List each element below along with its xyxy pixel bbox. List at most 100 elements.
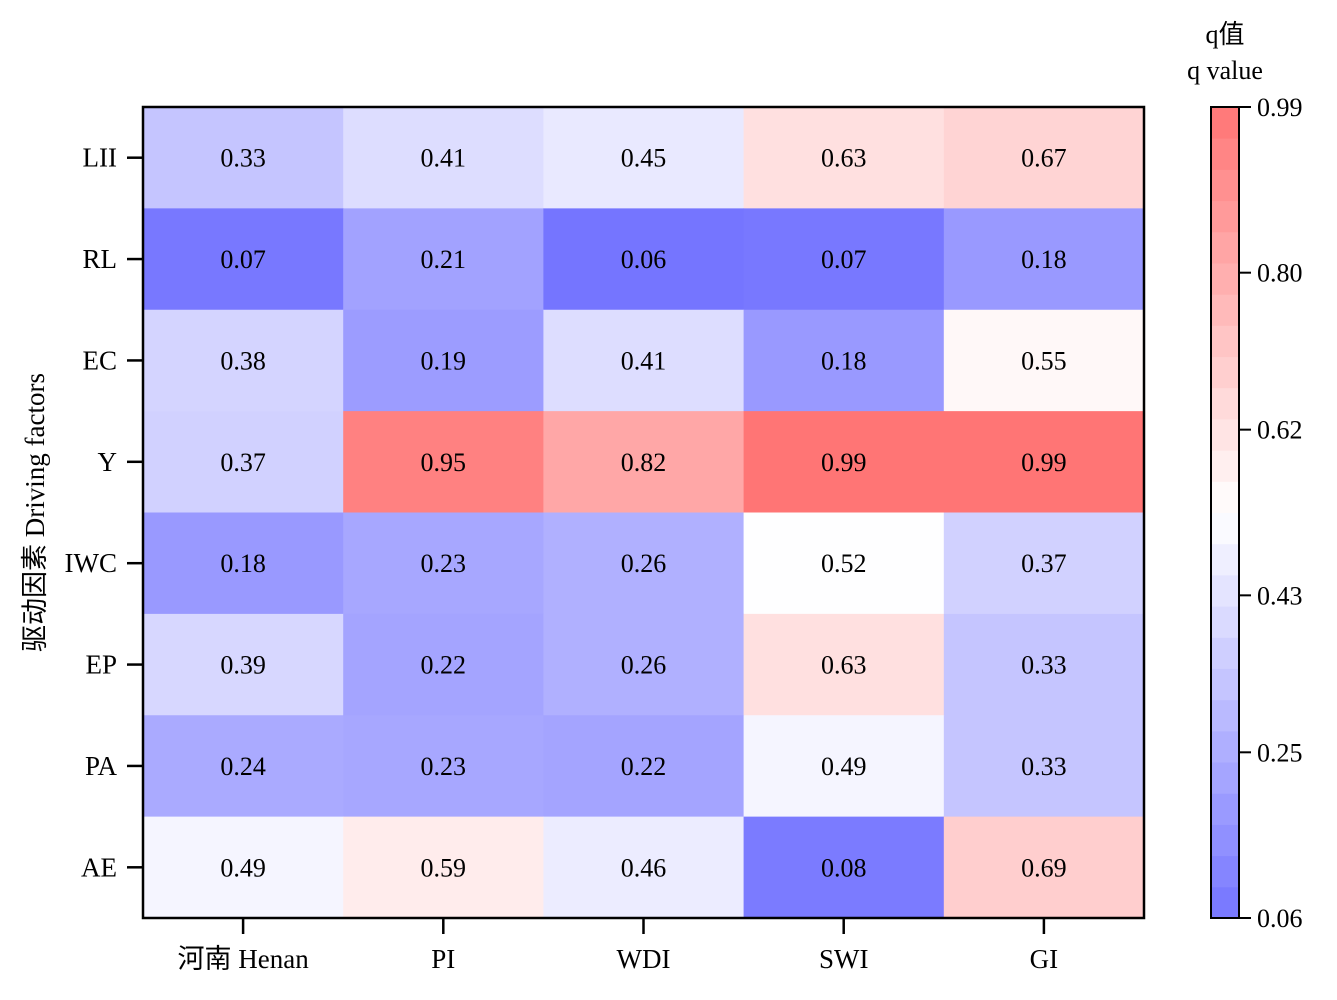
cell-value-label: 0.45 <box>621 144 667 173</box>
colorbar-step <box>1211 356 1239 389</box>
cell-value-label: 0.37 <box>220 448 266 477</box>
heatmap-cell <box>743 309 945 412</box>
colorbar-step <box>1211 543 1239 576</box>
colorbar-step <box>1211 169 1239 202</box>
cell-value-label: 0.33 <box>1021 651 1067 680</box>
heatmap-cell <box>943 208 1145 311</box>
cell-value-label: 0.67 <box>1021 144 1067 173</box>
heatmap-cell <box>743 512 945 615</box>
heatmap-cell <box>343 208 544 311</box>
heatmap-cell <box>143 208 344 311</box>
cell-value-label: 0.23 <box>421 549 467 578</box>
heatmap-cell <box>543 512 745 615</box>
y-tick-label: RL <box>82 244 117 274</box>
heatmap-cell <box>943 107 1145 209</box>
heatmap-cell <box>343 512 544 615</box>
x-tick-label: WDI <box>617 944 671 974</box>
cell-value-label: 0.23 <box>421 752 467 781</box>
cell-value-label: 0.18 <box>220 549 266 578</box>
cell-value-label: 0.06 <box>621 245 667 274</box>
cell-value-label: 0.07 <box>220 245 266 274</box>
heatmap-cell <box>343 816 544 919</box>
colorbar-step <box>1211 294 1239 326</box>
cell-value-label: 0.18 <box>821 346 867 375</box>
heatmap-cell <box>143 715 344 818</box>
y-tick-label: EC <box>82 345 117 375</box>
colorbar-tick-label: 0.06 <box>1257 904 1303 933</box>
colorbar-step <box>1211 574 1239 607</box>
cell-value-label: 0.41 <box>621 346 667 375</box>
colorbar-step <box>1211 824 1239 857</box>
cell-value-label: 0.99 <box>1021 448 1067 477</box>
colorbar-frame <box>1210 106 1240 919</box>
x-tick-label: SWI <box>819 944 869 974</box>
colorbar-step <box>1211 699 1239 732</box>
colorbar-tick-label: 0.25 <box>1257 738 1303 767</box>
heatmap-cell <box>543 411 745 513</box>
cell-value-label: 0.37 <box>1021 549 1067 578</box>
cell-value-label: 0.19 <box>421 346 467 375</box>
cell-value-label: 0.59 <box>421 853 467 882</box>
heatmap-cell <box>143 512 344 615</box>
heatmap-cell <box>543 816 745 919</box>
heatmap-cell <box>543 715 745 818</box>
cell-value-label: 0.49 <box>821 752 867 781</box>
colorbar-step <box>1211 418 1239 451</box>
heatmap-cell <box>543 309 745 412</box>
colorbar-tick-label: 0.99 <box>1257 93 1303 122</box>
heatmap-cell <box>543 613 745 716</box>
heatmap-cell <box>943 512 1145 615</box>
colorbar-subtitle: q value <box>1187 56 1263 85</box>
cell-value-label: 0.22 <box>421 651 467 680</box>
cell-value-label: 0.41 <box>421 144 467 173</box>
heatmap-cell <box>943 613 1145 716</box>
cell-value-label: 0.69 <box>1021 853 1067 882</box>
y-tick-label: EP <box>85 650 117 680</box>
cell-value-label: 0.33 <box>1021 752 1067 781</box>
x-tick-label: GI <box>1030 944 1059 974</box>
heatmap-cell <box>343 411 544 513</box>
cell-value-label: 0.38 <box>220 346 266 375</box>
cell-value-label: 0.99 <box>821 448 867 477</box>
cell-value-label: 0.63 <box>821 144 867 173</box>
heatmap-cell <box>943 309 1145 412</box>
colorbar-step <box>1211 637 1239 669</box>
cell-value-label: 0.39 <box>220 651 266 680</box>
heatmap-cell <box>743 715 945 818</box>
colorbar-step <box>1211 668 1239 701</box>
colorbar-step <box>1211 107 1239 139</box>
cell-value-label: 0.63 <box>821 651 867 680</box>
colorbar-step <box>1211 512 1239 545</box>
heatmap-cells: 0.33 0.41 0.45 0.63 0.67 0.07 0.21 0.06 0.07 0.18… <box>143 107 1145 919</box>
heatmap-cell <box>343 309 544 412</box>
cell-value-label: 0.55 <box>1021 346 1067 375</box>
colorbar-tick-label: 0.80 <box>1257 259 1303 288</box>
colorbar-step <box>1211 138 1239 170</box>
heatmap-cell <box>343 613 544 716</box>
y-tick-label: PA <box>85 751 118 781</box>
cell-value-label: 0.33 <box>220 144 266 173</box>
heatmap-cell <box>943 816 1145 919</box>
colorbar-step <box>1211 481 1239 513</box>
heatmap-cell <box>143 816 344 919</box>
cell-value-label: 0.26 <box>621 651 667 680</box>
heatmap-cell <box>943 411 1145 513</box>
colorbar: 0.99 0.80 0.62 0.43 0.25 0.06 <box>1210 93 1303 933</box>
heatmap-cell <box>743 816 945 919</box>
colorbar-step <box>1211 387 1239 420</box>
colorbar-step <box>1211 262 1239 295</box>
cell-value-label: 0.95 <box>421 448 467 477</box>
heatmap-cell <box>743 107 945 209</box>
heatmap-cell <box>343 715 544 818</box>
colorbar-step <box>1211 730 1239 763</box>
y-axis-title: 驱动因素 Driving factors <box>20 373 50 652</box>
cell-value-label: 0.07 <box>821 245 867 274</box>
cell-value-label: 0.08 <box>821 853 867 882</box>
colorbar-step <box>1211 606 1239 638</box>
heatmap-cell <box>543 107 745 209</box>
heatmap-cell <box>143 411 344 513</box>
x-tick-label: PI <box>431 944 455 974</box>
colorbar-step <box>1211 325 1239 358</box>
cell-value-label: 0.18 <box>1021 245 1067 274</box>
